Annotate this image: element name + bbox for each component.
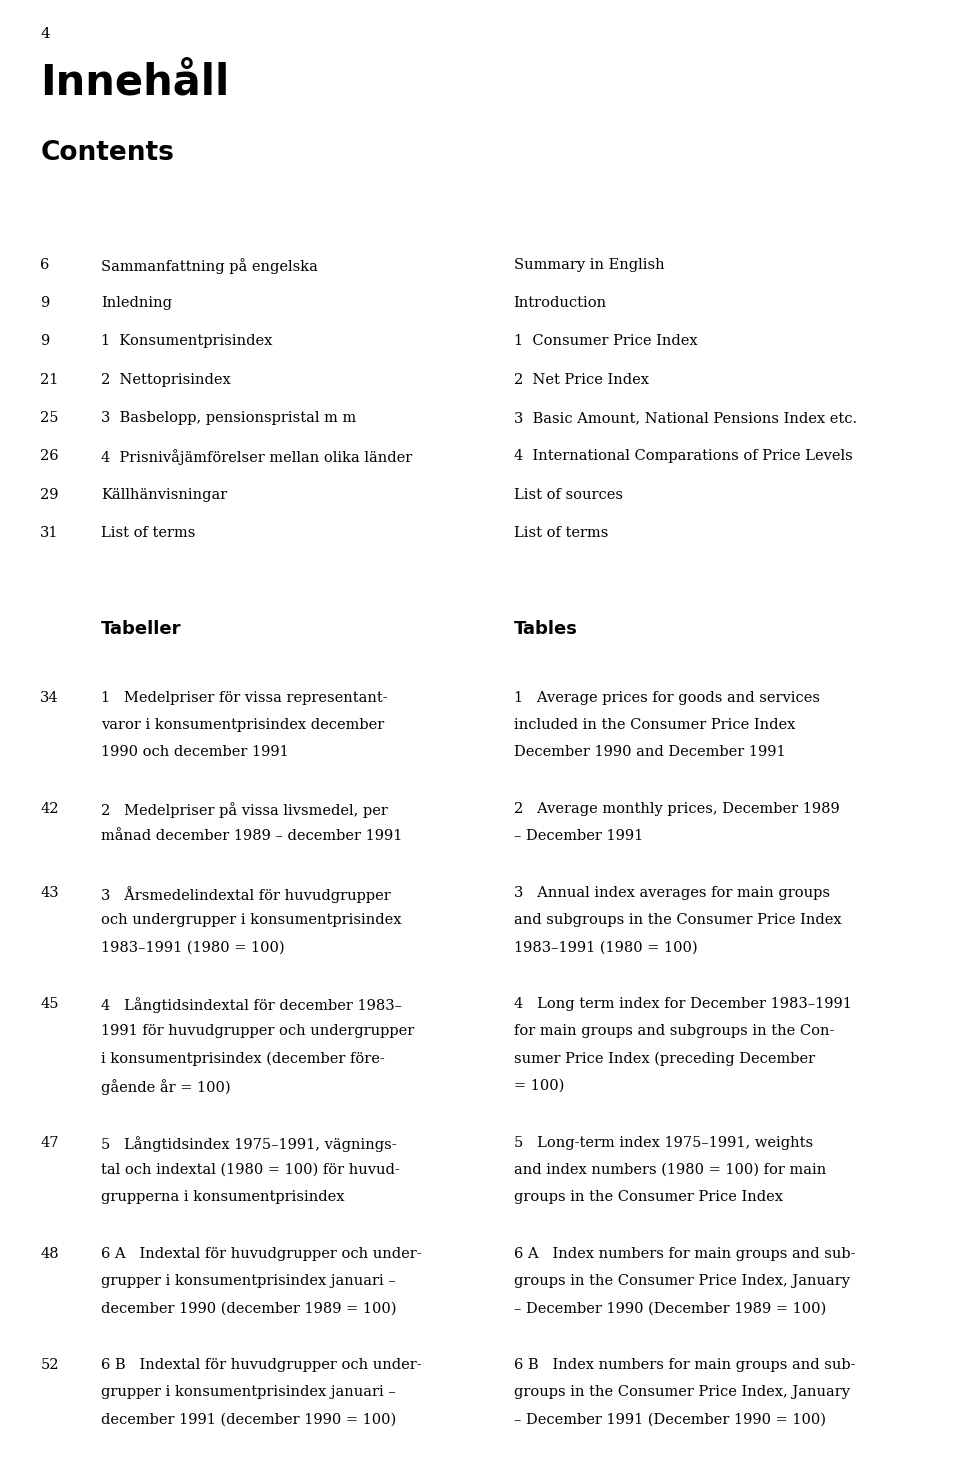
Text: grupper i konsumentprisindex januari –: grupper i konsumentprisindex januari – bbox=[101, 1386, 396, 1399]
Text: List of terms: List of terms bbox=[101, 526, 195, 541]
Text: december 1991 (december 1990 = 100): december 1991 (december 1990 = 100) bbox=[101, 1413, 396, 1427]
Text: månad december 1989 – december 1991: månad december 1989 – december 1991 bbox=[101, 829, 402, 844]
Text: = 100): = 100) bbox=[514, 1080, 564, 1093]
Text: 45: 45 bbox=[40, 997, 59, 1012]
Text: Innehåll: Innehåll bbox=[40, 62, 229, 105]
Text: Contents: Contents bbox=[40, 140, 174, 166]
Text: – December 1991 (December 1990 = 100): – December 1991 (December 1990 = 100) bbox=[514, 1413, 826, 1427]
Text: gående år = 100): gående år = 100) bbox=[101, 1080, 230, 1094]
Text: 3  Basbelopp, pensionspristal m m: 3 Basbelopp, pensionspristal m m bbox=[101, 411, 356, 426]
Text: 6 A   Indextal för huvudgrupper och under-: 6 A Indextal för huvudgrupper och under- bbox=[101, 1248, 421, 1261]
Text: 42: 42 bbox=[40, 803, 59, 816]
Text: 34: 34 bbox=[40, 691, 59, 706]
Text: 1   Medelpriser för vissa representant-: 1 Medelpriser för vissa representant- bbox=[101, 691, 388, 706]
Text: Introduction: Introduction bbox=[514, 296, 607, 311]
Text: included in the Consumer Price Index: included in the Consumer Price Index bbox=[514, 719, 795, 732]
Text: 6 B   Index numbers for main groups and sub-: 6 B Index numbers for main groups and su… bbox=[514, 1358, 855, 1373]
Text: groups in the Consumer Price Index, January: groups in the Consumer Price Index, Janu… bbox=[514, 1386, 850, 1399]
Text: 1  Consumer Price Index: 1 Consumer Price Index bbox=[514, 334, 697, 349]
Text: tal och indextal (1980 = 100) för huvud-: tal och indextal (1980 = 100) för huvud- bbox=[101, 1164, 399, 1177]
Text: 1983–1991 (1980 = 100): 1983–1991 (1980 = 100) bbox=[514, 941, 697, 955]
Text: 52: 52 bbox=[40, 1358, 59, 1373]
Text: 4   Long term index for December 1983–1991: 4 Long term index for December 1983–1991 bbox=[514, 997, 852, 1012]
Text: grupper i konsumentprisindex januari –: grupper i konsumentprisindex januari – bbox=[101, 1274, 396, 1289]
Text: groups in the Consumer Price Index, January: groups in the Consumer Price Index, Janu… bbox=[514, 1274, 850, 1289]
Text: 2   Average monthly prices, December 1989: 2 Average monthly prices, December 1989 bbox=[514, 803, 839, 816]
Text: 26: 26 bbox=[40, 449, 59, 464]
Text: 31: 31 bbox=[40, 526, 59, 541]
Text: i konsumentprisindex (december före-: i konsumentprisindex (december före- bbox=[101, 1052, 385, 1066]
Text: Summary in English: Summary in English bbox=[514, 258, 664, 273]
Text: 4  International Comparations of Price Levels: 4 International Comparations of Price Le… bbox=[514, 449, 852, 464]
Text: 3   Annual index averages for main groups: 3 Annual index averages for main groups bbox=[514, 887, 829, 900]
Text: – December 1990 (December 1989 = 100): – December 1990 (December 1989 = 100) bbox=[514, 1302, 826, 1315]
Text: for main groups and subgroups in the Con-: for main groups and subgroups in the Con… bbox=[514, 1025, 834, 1038]
Text: 3   Årsmedelindextal för huvudgrupper: 3 Årsmedelindextal för huvudgrupper bbox=[101, 887, 391, 903]
Text: 48: 48 bbox=[40, 1248, 59, 1261]
Text: 6 B   Indextal för huvudgrupper och under-: 6 B Indextal för huvudgrupper och under- bbox=[101, 1358, 421, 1373]
Text: List of sources: List of sources bbox=[514, 488, 623, 502]
Text: 29: 29 bbox=[40, 488, 59, 502]
Text: grupperna i konsumentprisindex: grupperna i konsumentprisindex bbox=[101, 1190, 345, 1205]
Text: and index numbers (1980 = 100) for main: and index numbers (1980 = 100) for main bbox=[514, 1164, 826, 1177]
Text: 5   Långtidsindex 1975–1991, vägnings-: 5 Långtidsindex 1975–1991, vägnings- bbox=[101, 1136, 396, 1152]
Text: 1991 för huvudgrupper och undergrupper: 1991 för huvudgrupper och undergrupper bbox=[101, 1025, 414, 1038]
Text: 2   Medelpriser på vissa livsmedel, per: 2 Medelpriser på vissa livsmedel, per bbox=[101, 803, 388, 818]
Text: Inledning: Inledning bbox=[101, 296, 172, 311]
Text: 6 A   Index numbers for main groups and sub-: 6 A Index numbers for main groups and su… bbox=[514, 1248, 855, 1261]
Text: 2  Net Price Index: 2 Net Price Index bbox=[514, 373, 649, 387]
Text: varor i konsumentprisindex december: varor i konsumentprisindex december bbox=[101, 719, 384, 732]
Text: december 1990 (december 1989 = 100): december 1990 (december 1989 = 100) bbox=[101, 1302, 396, 1315]
Text: Sammanfattning på engelska: Sammanfattning på engelska bbox=[101, 258, 318, 274]
Text: List of terms: List of terms bbox=[514, 526, 608, 541]
Text: 1990 och december 1991: 1990 och december 1991 bbox=[101, 745, 289, 760]
Text: 4  Prisnivåjämförelser mellan olika länder: 4 Prisnivåjämförelser mellan olika lände… bbox=[101, 449, 412, 465]
Text: 21: 21 bbox=[40, 373, 59, 387]
Text: 1  Konsumentprisindex: 1 Konsumentprisindex bbox=[101, 334, 273, 349]
Text: 1983–1991 (1980 = 100): 1983–1991 (1980 = 100) bbox=[101, 941, 284, 955]
Text: 47: 47 bbox=[40, 1136, 59, 1150]
Text: – December 1991: – December 1991 bbox=[514, 829, 643, 844]
Text: 6: 6 bbox=[40, 258, 50, 273]
Text: sumer Price Index (preceding December: sumer Price Index (preceding December bbox=[514, 1052, 815, 1066]
Text: 9: 9 bbox=[40, 296, 50, 311]
Text: 4: 4 bbox=[40, 27, 50, 41]
Text: 3  Basic Amount, National Pensions Index etc.: 3 Basic Amount, National Pensions Index … bbox=[514, 411, 856, 426]
Text: Tables: Tables bbox=[514, 620, 578, 638]
Text: 5   Long-term index 1975–1991, weights: 5 Long-term index 1975–1991, weights bbox=[514, 1136, 813, 1150]
Text: 4   Långtidsindextal för december 1983–: 4 Långtidsindextal för december 1983– bbox=[101, 997, 402, 1013]
Text: Tabeller: Tabeller bbox=[101, 620, 181, 638]
Text: 9: 9 bbox=[40, 334, 50, 349]
Text: and subgroups in the Consumer Price Index: and subgroups in the Consumer Price Inde… bbox=[514, 913, 841, 928]
Text: 43: 43 bbox=[40, 887, 59, 900]
Text: groups in the Consumer Price Index: groups in the Consumer Price Index bbox=[514, 1190, 782, 1205]
Text: och undergrupper i konsumentprisindex: och undergrupper i konsumentprisindex bbox=[101, 913, 401, 928]
Text: 25: 25 bbox=[40, 411, 59, 426]
Text: 1   Average prices for goods and services: 1 Average prices for goods and services bbox=[514, 691, 820, 706]
Text: 2  Nettoprisindex: 2 Nettoprisindex bbox=[101, 373, 230, 387]
Text: Källhänvisningar: Källhänvisningar bbox=[101, 488, 228, 502]
Text: December 1990 and December 1991: December 1990 and December 1991 bbox=[514, 745, 785, 760]
